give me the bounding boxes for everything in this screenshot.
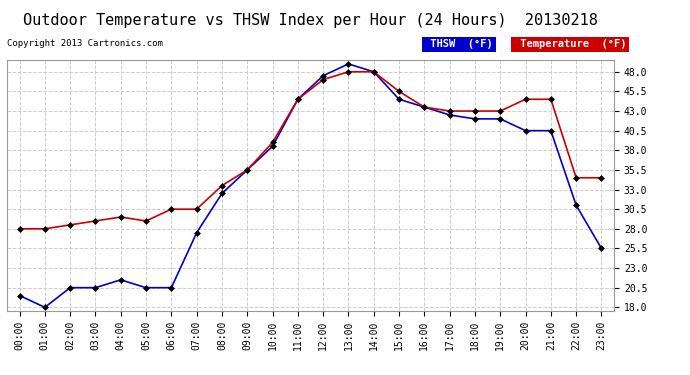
Text: Copyright 2013 Cartronics.com: Copyright 2013 Cartronics.com — [7, 39, 163, 48]
Text: Outdoor Temperature vs THSW Index per Hour (24 Hours)  20130218: Outdoor Temperature vs THSW Index per Ho… — [23, 13, 598, 28]
Text: Temperature  (°F): Temperature (°F) — [514, 39, 627, 50]
Text: THSW  (°F): THSW (°F) — [424, 39, 493, 50]
